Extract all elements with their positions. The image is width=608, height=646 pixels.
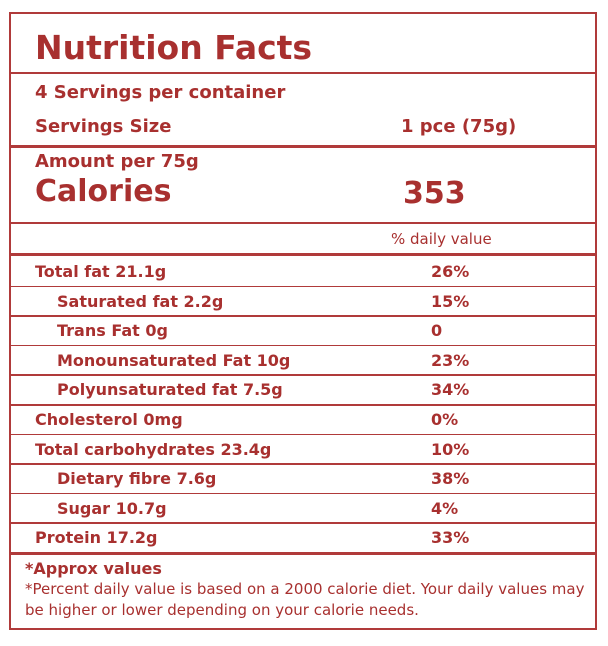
nutrient-label: Sugar 10.7g	[57, 498, 167, 518]
servings-per-container: 4 Servings per container	[35, 82, 286, 103]
divider	[11, 145, 595, 148]
divider	[11, 253, 595, 256]
nutrient-label: Monounsaturated Fat 10g	[57, 350, 291, 370]
divider	[11, 522, 595, 524]
nutrient-label: Total fat 21.1g	[35, 262, 167, 281]
divider	[11, 222, 595, 224]
divider	[11, 315, 595, 317]
nutrient-daily-value: 15%	[431, 291, 470, 311]
nutrition-label: Nutrition Facts 4 Servings per container…	[9, 12, 597, 630]
divider	[11, 404, 595, 406]
divider	[11, 433, 595, 436]
calories-label: Calories	[35, 174, 172, 209]
nutrient-label: Polyunsaturated fat 7.5g	[57, 380, 283, 400]
calories-value: 353	[403, 176, 466, 211]
divider	[11, 72, 595, 74]
nutrient-label: Trans Fat 0g	[57, 321, 168, 341]
nutrient-daily-value: 38%	[431, 469, 470, 489]
nutrient-label: Total carbohydrates 23.4g	[35, 439, 272, 459]
divider	[11, 344, 595, 347]
nutrient-label: Protein 17.2g	[35, 528, 158, 548]
nutrient-label: Dietary fibre 7.6g	[57, 469, 217, 489]
divider	[11, 463, 595, 465]
daily-value-header: % daily value	[391, 230, 492, 248]
serving-size-label: Servings Size	[35, 116, 172, 137]
nutrient-daily-value: 23%	[431, 350, 470, 370]
footnote: *Percent daily value is based on a 2000 …	[25, 580, 585, 619]
nutrient-daily-value: 26%	[431, 262, 470, 281]
nutrient-label: Saturated fat 2.2g	[57, 291, 224, 311]
nutrient-daily-value: 10%	[431, 439, 470, 459]
nutrient-label: Cholesterol 0mg	[35, 410, 183, 429]
divider	[11, 492, 595, 495]
serving-size-value: 1 pce (75g)	[401, 116, 517, 137]
footnotes: *Approx values *Percent daily value is ba…	[25, 558, 595, 621]
nutrient-daily-value: 34%	[431, 380, 470, 400]
nutrient-daily-value: 0%	[431, 410, 459, 429]
divider	[11, 374, 595, 376]
nutrient-daily-value: 4%	[431, 498, 459, 518]
nutrient-daily-value: 33%	[431, 528, 470, 548]
divider	[11, 285, 595, 288]
amount-per: Amount per 75g	[35, 151, 199, 172]
title: Nutrition Facts	[35, 28, 313, 67]
footnote: *Approx values	[25, 559, 162, 578]
divider	[11, 552, 595, 555]
nutrient-daily-value: 0	[431, 321, 443, 341]
